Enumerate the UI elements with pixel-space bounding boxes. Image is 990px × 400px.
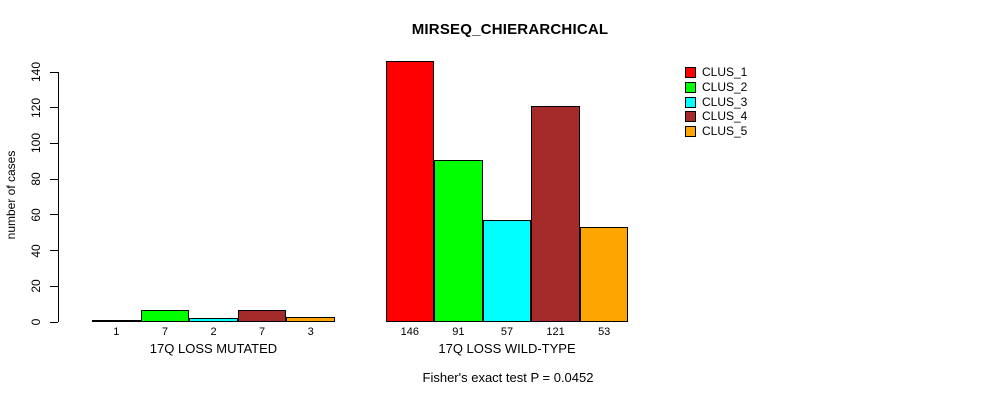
y-axis-label: number of cases xyxy=(4,150,18,240)
bar xyxy=(92,320,141,322)
y-tick xyxy=(50,71,58,73)
bar xyxy=(286,316,335,322)
y-axis-line xyxy=(58,72,59,322)
x-category-label: 17Q LOSS WILD-TYPE xyxy=(438,341,576,356)
bar-value-label: 57 xyxy=(500,326,514,338)
bar-value-label: 2 xyxy=(210,326,217,338)
y-tick xyxy=(50,250,58,252)
bar-value-label: 146 xyxy=(400,326,419,338)
legend-label: CLUS_1 xyxy=(702,65,748,79)
y-tick-label: 40 xyxy=(29,243,43,258)
bar-value-label: 91 xyxy=(452,326,465,338)
bar xyxy=(579,227,629,322)
y-tick-label: 80 xyxy=(29,172,43,186)
legend-swatch xyxy=(685,111,696,123)
y-tick xyxy=(50,321,58,323)
legend-label: CLUS_4 xyxy=(702,109,748,124)
y-tick-label: 20 xyxy=(29,279,43,293)
bar xyxy=(189,318,238,322)
x-category-label: 17Q LOSS MUTATED xyxy=(149,341,278,356)
bar xyxy=(385,61,435,322)
y-tick-label: 0 xyxy=(29,318,43,326)
y-tick xyxy=(50,142,58,144)
bar xyxy=(140,309,190,322)
legend-label: CLUS_5 xyxy=(702,124,748,138)
y-tick-label: 100 xyxy=(29,133,43,154)
legend-label: CLUS_3 xyxy=(702,94,748,109)
legend-swatch xyxy=(685,96,696,108)
bar-value-label: 121 xyxy=(546,326,565,338)
y-tick xyxy=(50,285,58,287)
bar-value-label: 3 xyxy=(307,326,314,338)
legend-swatch xyxy=(685,67,696,78)
y-tick xyxy=(50,178,58,180)
legend-label: CLUS_2 xyxy=(702,79,748,94)
y-tick-label: 140 xyxy=(29,61,43,83)
chart-subtitle: Fisher's exact test P = 0.0452 xyxy=(422,370,594,385)
chart-title: MIRSEQ_CHIERARCHICAL xyxy=(411,21,609,38)
bar-value-label: 7 xyxy=(259,326,266,338)
bar-value-label: 53 xyxy=(598,326,611,338)
bar-value-label: 1 xyxy=(113,326,120,338)
y-tick xyxy=(50,214,58,216)
bar xyxy=(434,159,483,322)
bar xyxy=(531,105,580,322)
legend-swatch xyxy=(685,81,696,93)
legend-swatch xyxy=(685,126,696,137)
bar xyxy=(482,220,532,322)
y-tick-label: 120 xyxy=(29,97,43,118)
bar-value-label: 7 xyxy=(161,326,168,338)
y-tick xyxy=(50,107,58,109)
bar xyxy=(237,309,287,322)
y-tick-label: 60 xyxy=(29,208,43,222)
